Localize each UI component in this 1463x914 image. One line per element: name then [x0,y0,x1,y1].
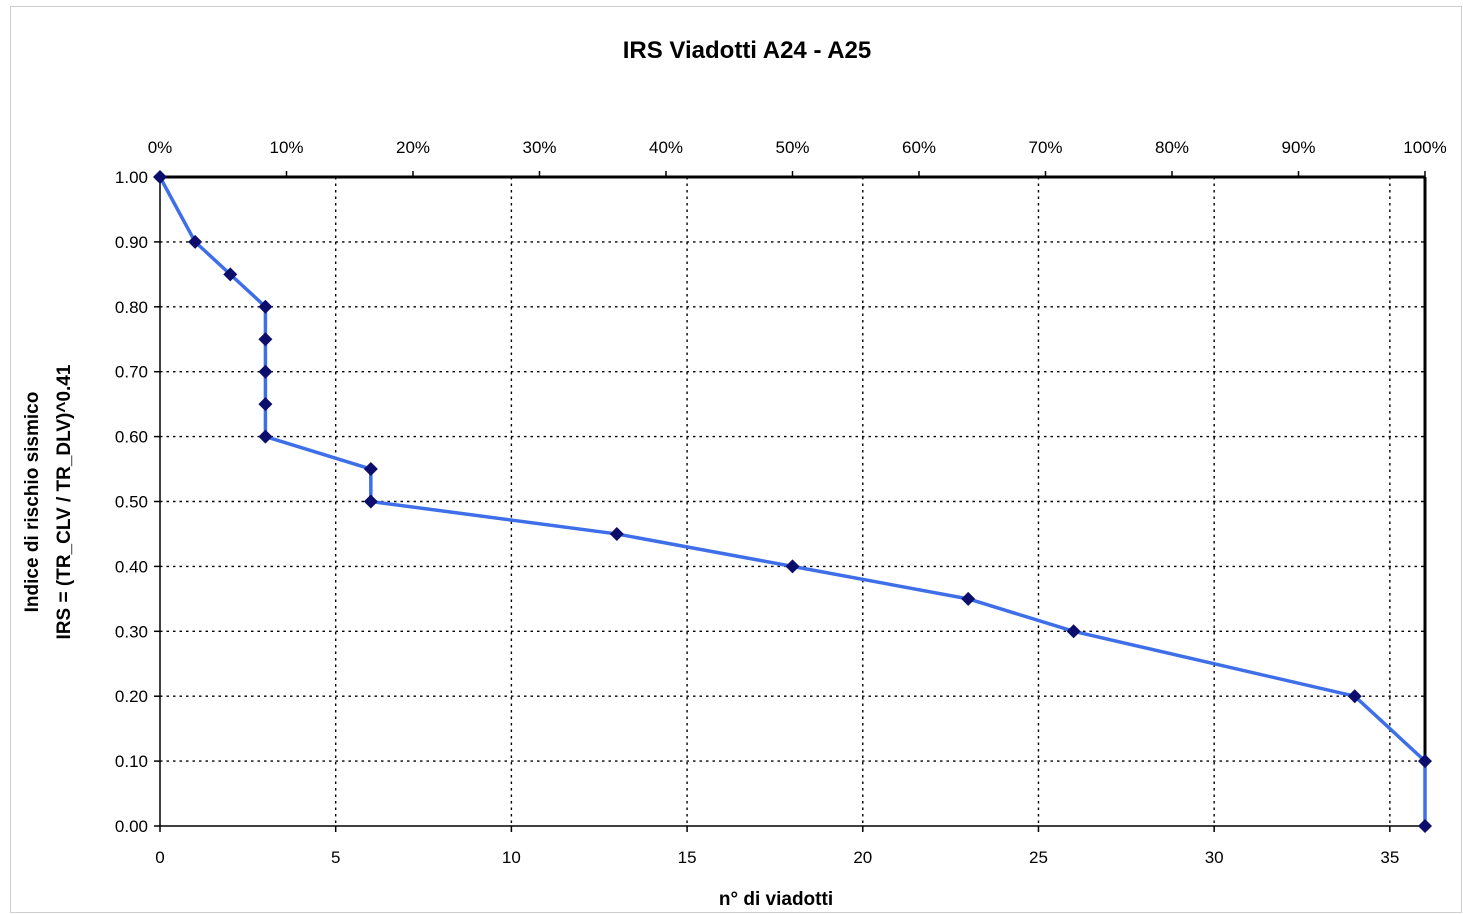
x-tick-label: 30 [1205,848,1224,867]
top-tick-label: 70% [1028,138,1062,157]
data-point [1418,819,1432,833]
data-point [1066,624,1081,639]
x-tick-label: 0 [155,848,164,867]
x-tick-label: 15 [678,848,697,867]
top-tick-label: 20% [396,138,430,157]
data-point [363,462,378,477]
y-tick-label: 0.20 [115,687,148,706]
top-tick-label: 80% [1155,138,1189,157]
data-series [153,170,1432,833]
top-tick-label: 10% [269,138,303,157]
data-point [258,429,273,444]
y-tick-label: 0.80 [115,298,148,317]
data-point [785,559,800,574]
data-point [258,397,273,412]
x-tick-label: 25 [1029,848,1048,867]
gridlines [160,177,1425,826]
top-tick-label: 50% [775,138,809,157]
x-tick-label: 35 [1380,848,1399,867]
data-point [1347,689,1362,704]
y-tick-label: 0.70 [115,363,148,382]
y-tick-label: 0.10 [115,752,148,771]
chart-title: IRS Viadotti A24 - A25 [623,37,872,64]
x-tick-label: 10 [502,848,521,867]
y-tick-label: 0.00 [115,817,148,836]
y-tick-label: 0.40 [115,557,148,576]
x-tick-label: 5 [331,848,340,867]
x-tick-label: 20 [853,848,872,867]
y-tick-label: 0.50 [115,493,148,512]
data-point [609,526,624,541]
top-tick-label: 40% [649,138,683,157]
data-point [258,299,273,314]
data-point [363,494,378,509]
data-point [188,234,203,249]
chart-frame [10,6,1462,913]
top-tick-label: 60% [902,138,936,157]
tick-labels: 0.00 0.10 0.20 0.30 0.40 0.50 0.60 0.70 0.80 0.90… [115,138,1447,867]
y-tick-label: 0.90 [115,233,148,252]
x-axis-title: n° di viadotti [719,889,833,910]
data-point [223,267,238,282]
top-tick-label: 100% [1403,138,1446,157]
data-point [1418,754,1432,769]
y-tick-label: 0.60 [115,428,148,447]
y-axis-title-line-1: Indice di rischio sismico [22,392,43,613]
data-point [153,170,167,184]
y-tick-label: 0.30 [115,622,148,641]
top-tick-label: 90% [1281,138,1315,157]
top-tick-label: 0% [148,138,173,157]
y-tick-label: 1.00 [115,168,148,187]
y-axis-title-line-2: IRS = (TR_CLV / TR_DLV)^0.41 [54,364,75,639]
top-tick-label: 30% [522,138,556,157]
data-point [258,364,273,379]
y-axis-title: Indice di rischio sismico IRS = (TR_CLV … [22,364,75,639]
data-point [961,591,976,606]
data-point [258,332,273,347]
